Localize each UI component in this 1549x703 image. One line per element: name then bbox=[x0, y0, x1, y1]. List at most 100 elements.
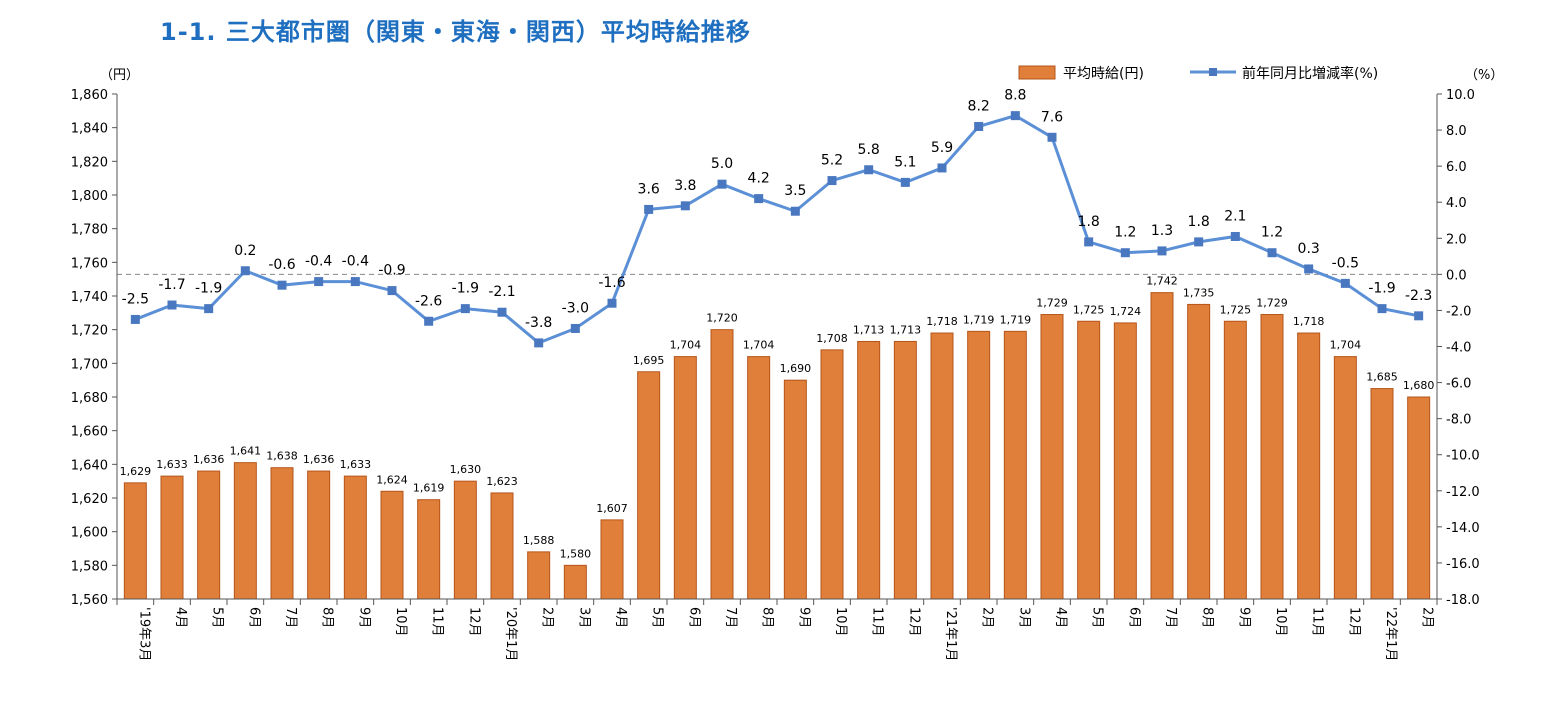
bar bbox=[490, 492, 514, 600]
bar-value-label: 1,607 bbox=[596, 502, 628, 515]
bar-value-label: 1,725 bbox=[1073, 303, 1105, 316]
right-tick-label: 10.0 bbox=[1446, 88, 1475, 103]
rate-marker bbox=[277, 280, 287, 290]
rate-marker bbox=[570, 323, 580, 333]
x-tick-label: 2月 bbox=[1420, 607, 1435, 628]
bar bbox=[930, 332, 954, 600]
bar-value-label: 1,638 bbox=[266, 450, 298, 463]
x-tick-label: 8月 bbox=[320, 607, 335, 628]
rate-marker bbox=[1047, 132, 1057, 142]
rate-value-label: -1.9 bbox=[1368, 281, 1395, 297]
x-tick-label: 5月 bbox=[650, 607, 665, 628]
left-tick-label: 1,720 bbox=[71, 324, 108, 339]
rate-marker bbox=[130, 314, 140, 324]
left-axis-unit: （円） bbox=[100, 68, 139, 83]
rate-value-label: -3.8 bbox=[525, 315, 552, 331]
legend-line-marker bbox=[1209, 68, 1217, 76]
x-tick-label: 9月 bbox=[1236, 607, 1251, 628]
rate-marker bbox=[424, 316, 434, 326]
x-tick-label: 4月 bbox=[1053, 607, 1068, 628]
bar-value-label: 1,720 bbox=[706, 312, 738, 325]
bar bbox=[1187, 303, 1211, 600]
x-tick-label: 11月 bbox=[870, 607, 885, 637]
bar bbox=[710, 329, 734, 600]
bar bbox=[453, 480, 477, 600]
left-tick-label: 1,560 bbox=[71, 593, 108, 608]
rate-value-label: 1.3 bbox=[1151, 223, 1173, 239]
rate-marker bbox=[900, 177, 910, 187]
x-tick-label: 5月 bbox=[1090, 607, 1105, 628]
rate-value-label: 5.1 bbox=[894, 154, 916, 170]
x-tick-label: 2月 bbox=[980, 607, 995, 628]
bar-value-label: 1,588 bbox=[523, 534, 555, 547]
bar bbox=[747, 356, 771, 600]
bar-value-label: 1,690 bbox=[780, 362, 812, 375]
right-tick-label: 4.0 bbox=[1446, 196, 1467, 211]
bar-value-label: 1,704 bbox=[1330, 339, 1362, 352]
bar-value-label: 1,680 bbox=[1403, 379, 1435, 392]
bar-value-label: 1,685 bbox=[1366, 371, 1398, 384]
x-tick-label: 5月 bbox=[210, 607, 225, 628]
x-tick-label: 7月 bbox=[723, 607, 738, 628]
rate-value-label: -2.1 bbox=[488, 284, 515, 300]
bar bbox=[160, 475, 184, 600]
x-tick-label: 10月 bbox=[1273, 607, 1288, 637]
rate-marker bbox=[1157, 246, 1167, 256]
rate-value-label: 8.8 bbox=[1004, 88, 1026, 104]
left-tick-label: 1,660 bbox=[71, 425, 108, 440]
x-tick-label: 12月 bbox=[466, 607, 481, 637]
bar bbox=[1297, 332, 1321, 600]
left-tick-label: 1,820 bbox=[71, 155, 108, 170]
bar-value-label: 1,718 bbox=[1293, 315, 1325, 328]
bar bbox=[417, 499, 441, 600]
rate-value-label: -1.7 bbox=[158, 277, 185, 293]
rate-marker bbox=[644, 204, 654, 214]
legend-line-label: 前年同月比増減率(%) bbox=[1242, 65, 1378, 82]
bar bbox=[527, 551, 551, 600]
rate-value-label: 5.8 bbox=[858, 142, 880, 158]
rate-value-label: -1.6 bbox=[598, 275, 625, 291]
right-axis-unit: （%） bbox=[1465, 68, 1503, 83]
left-tick-label: 1,760 bbox=[71, 256, 108, 271]
rate-marker bbox=[1010, 111, 1020, 121]
rate-marker bbox=[864, 165, 874, 175]
bar-value-label: 1,623 bbox=[486, 475, 518, 488]
bar bbox=[967, 330, 991, 600]
rate-marker bbox=[1084, 237, 1094, 247]
bar bbox=[857, 340, 881, 600]
bar bbox=[270, 467, 294, 600]
rate-value-label: -0.9 bbox=[378, 263, 405, 279]
rate-marker bbox=[790, 206, 800, 216]
bar-value-label: 1,630 bbox=[450, 463, 482, 476]
x-tick-label: 9月 bbox=[796, 607, 811, 628]
rate-value-label: 0.2 bbox=[234, 243, 256, 259]
right-tick-label: -14.0 bbox=[1446, 521, 1480, 536]
left-tick-label: 1,860 bbox=[71, 88, 108, 103]
bar-value-label: 1,636 bbox=[193, 453, 225, 466]
bar-value-label: 1,580 bbox=[560, 547, 592, 560]
rate-marker bbox=[1120, 248, 1130, 258]
bar-value-label: 1,719 bbox=[1000, 313, 1032, 326]
rate-marker bbox=[204, 304, 214, 314]
rate-marker bbox=[534, 338, 544, 348]
rate-value-label: 1.2 bbox=[1114, 225, 1136, 241]
rate-value-label: 5.2 bbox=[821, 153, 843, 169]
x-tick-label: '19年3月 bbox=[136, 607, 151, 661]
bar-value-label: 1,695 bbox=[633, 354, 665, 367]
rate-marker bbox=[314, 277, 324, 287]
x-tick-label: 8月 bbox=[1200, 607, 1215, 628]
right-tick-label: 6.0 bbox=[1446, 160, 1467, 175]
x-tick-label: 7月 bbox=[1163, 607, 1178, 628]
rate-marker bbox=[717, 179, 727, 189]
bar bbox=[380, 490, 404, 600]
rate-marker bbox=[1414, 311, 1424, 321]
x-tick-label: 2月 bbox=[540, 607, 555, 628]
bar bbox=[1003, 330, 1027, 600]
bar-value-label: 1,633 bbox=[340, 458, 372, 471]
x-tick-label: 7月 bbox=[283, 607, 298, 628]
left-tick-label: 1,840 bbox=[71, 122, 108, 137]
x-tick-label: 4月 bbox=[613, 607, 628, 628]
rate-value-label: 1.8 bbox=[1078, 214, 1100, 230]
right-tick-label: 0.0 bbox=[1446, 268, 1467, 283]
rate-line bbox=[134, 114, 1419, 345]
